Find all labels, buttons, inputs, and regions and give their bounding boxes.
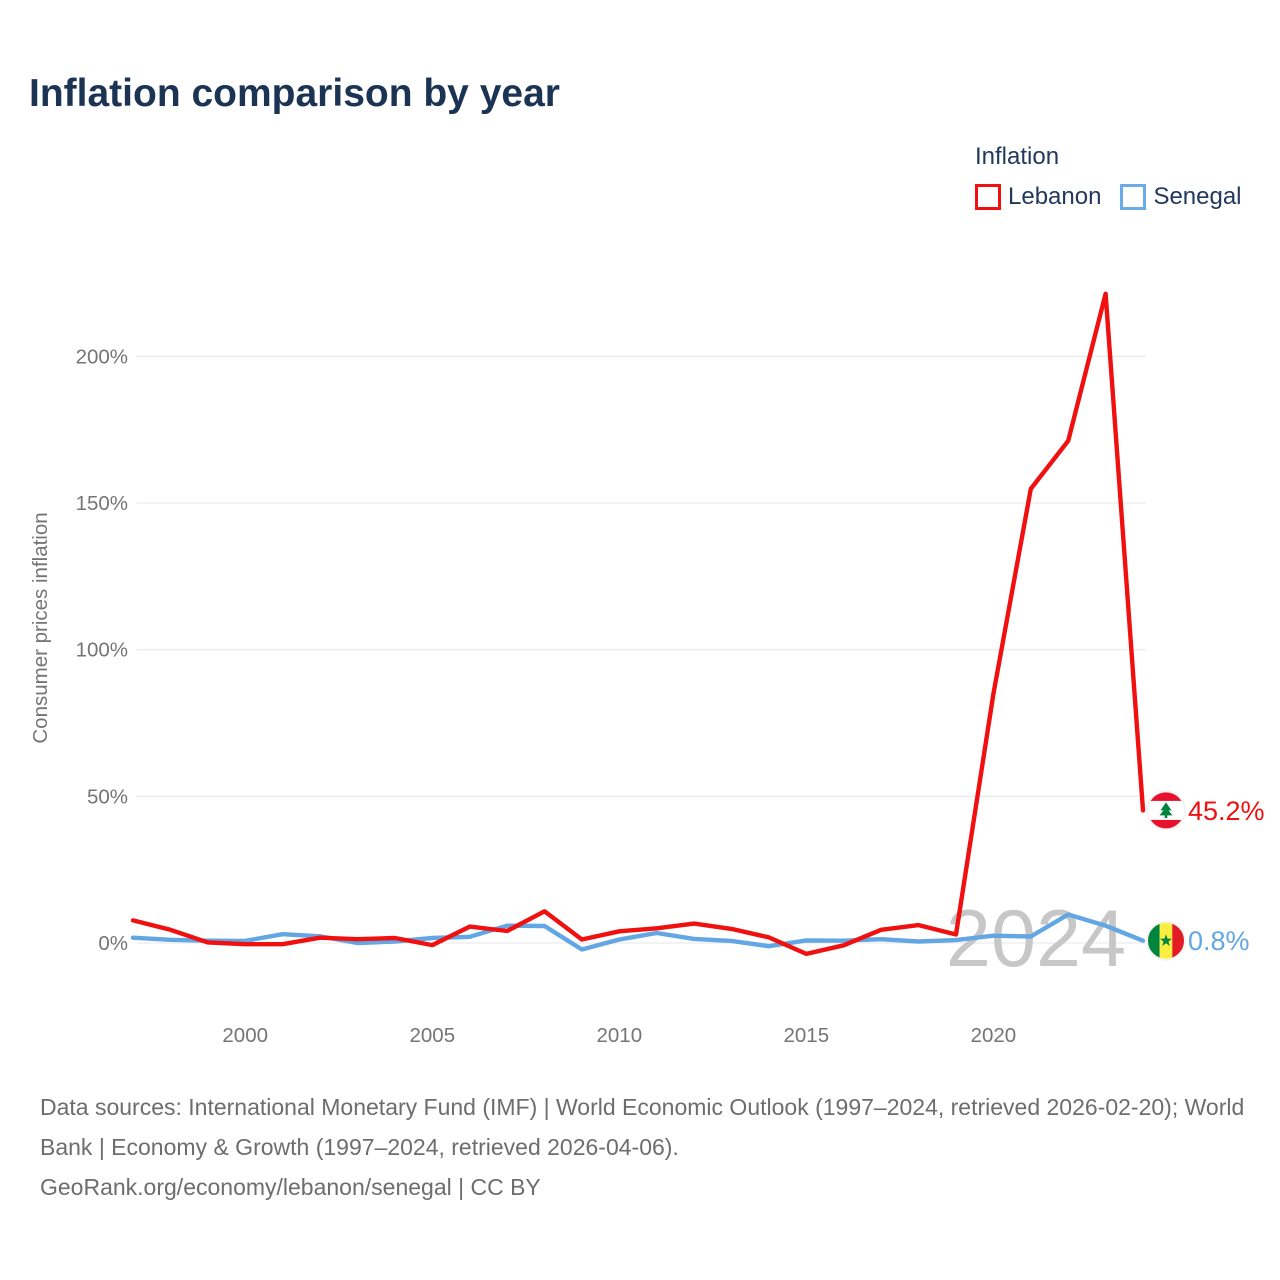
- legend-item-label: Senegal: [1153, 183, 1242, 210]
- end-label-senegal: 0.8%: [1188, 926, 1250, 956]
- lebanon-swatch-icon: [975, 184, 1001, 210]
- y-tick-label: 200%: [76, 345, 128, 368]
- x-tick-label: 2005: [409, 1024, 455, 1047]
- y-tick-label: 50%: [87, 785, 128, 808]
- footer-attribution: GeoRank.org/economy/lebanon/senegal | CC…: [40, 1174, 541, 1200]
- legend-title: Inflation: [975, 143, 1060, 170]
- legend-item-label: Lebanon: [1008, 183, 1102, 210]
- x-tick-label: 2010: [596, 1024, 642, 1047]
- legend-item-senegal[interactable]: Senegal: [1120, 183, 1242, 211]
- y-tick-label: 150%: [76, 492, 128, 515]
- series-line-senegal: [130, 912, 1146, 952]
- end-label-lebanon: 45.2%: [1188, 796, 1265, 826]
- legend-item-lebanon[interactable]: Lebanon: [975, 183, 1101, 211]
- footer: Data sources: International Monetary Fun…: [40, 1087, 1248, 1207]
- x-tick-label: 2000: [222, 1024, 268, 1047]
- series-line-lebanon: [130, 291, 1146, 957]
- y-tick-label: 100%: [76, 639, 128, 662]
- senegal-swatch-icon: [1120, 184, 1147, 210]
- x-tick-label: 2020: [971, 1024, 1017, 1047]
- legend: Inflation Lebanon Senegal: [975, 143, 1242, 211]
- y-tick-label: 0%: [98, 932, 128, 955]
- x-tick-label: 2015: [783, 1024, 829, 1047]
- lebanon-flag-icon: [1146, 790, 1186, 831]
- footer-data-sources: Data sources: International Monetary Fun…: [40, 1094, 1245, 1160]
- legend-items: Lebanon Senegal: [975, 183, 1242, 211]
- y-axis-title: Consumer prices inflation: [29, 512, 52, 743]
- page-title: Inflation comparison by year: [29, 72, 560, 115]
- senegal-flag-icon: [1146, 920, 1186, 961]
